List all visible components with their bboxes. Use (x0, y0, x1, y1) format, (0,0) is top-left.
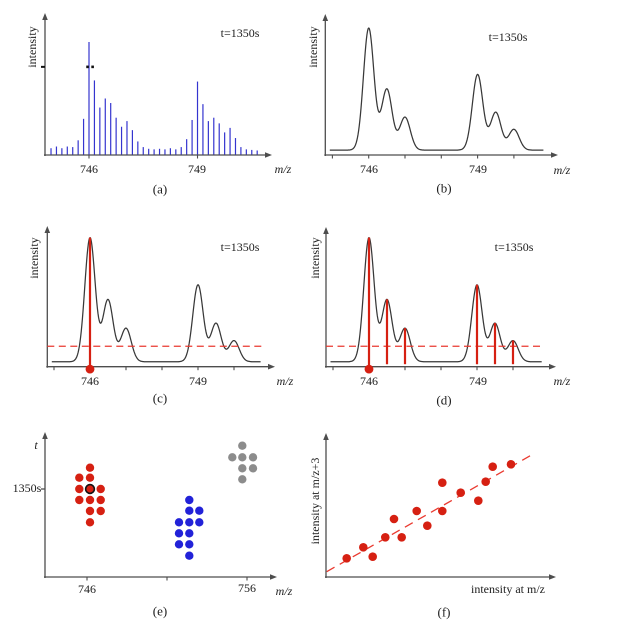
panel-c-xtick-749: 749 (189, 374, 207, 388)
panel-a-xlabel: m/z (274, 162, 292, 176)
panel-f-plot (323, 433, 556, 580)
panel-d-xtick-749: 749 (469, 374, 487, 388)
panel-f-ylabel: intensity at m/z+3 (308, 457, 322, 545)
panel-e-xlabel: m/z (275, 584, 293, 598)
panel-c-xlabel: m/z (276, 374, 294, 388)
panel-c-time-annotation: t=1350s (220, 240, 260, 254)
panel-c-plot (44, 226, 275, 374)
panel-b-ylabel: intensity (306, 26, 320, 68)
panel-b-time-annotation: t=1350s (488, 30, 528, 44)
panel-f-xlabel: intensity at m/z (471, 582, 545, 596)
panel-e-ylabel: t (34, 438, 38, 452)
panel-a-xtick-749: 749 (188, 162, 206, 176)
panel-e-plot (41, 432, 277, 581)
panel-a-xtick-746: 746 (80, 162, 98, 176)
panel-c-xtick-746: 746 (81, 374, 99, 388)
panel-e-ytick-1350s: 1350s (12, 481, 42, 495)
panel-b-plot (322, 14, 558, 159)
panel-b-caption: (b) (436, 180, 452, 196)
panel-a-caption: (a) (152, 181, 168, 197)
panel-a-plot (41, 13, 272, 159)
panel-b-xlabel: m/z (553, 163, 571, 177)
panel-f-caption: (f) (437, 604, 451, 620)
panel-c-caption: (c) (152, 390, 168, 406)
panel-e-caption: (e) (152, 603, 168, 619)
panel-d-plot (323, 227, 556, 374)
panel-e-xtick-746: 746 (78, 582, 96, 596)
panel-d-caption: (d) (436, 392, 452, 408)
panel-c-ylabel: intensity (27, 237, 41, 279)
panel-d-xtick-746: 746 (360, 374, 378, 388)
panel-a-ylabel: intensity (25, 26, 39, 68)
panel-d-ylabel: intensity (308, 237, 322, 279)
panel-b-xtick-749: 749 (469, 162, 487, 176)
panel-d-xlabel: m/z (553, 374, 571, 388)
panel-e-xtick-756: 756 (238, 581, 256, 595)
panel-d-time-annotation: t=1350s (494, 240, 534, 254)
panel-a-time-annotation: t=1350s (220, 26, 260, 40)
panel-b-xtick-746: 746 (360, 162, 378, 176)
